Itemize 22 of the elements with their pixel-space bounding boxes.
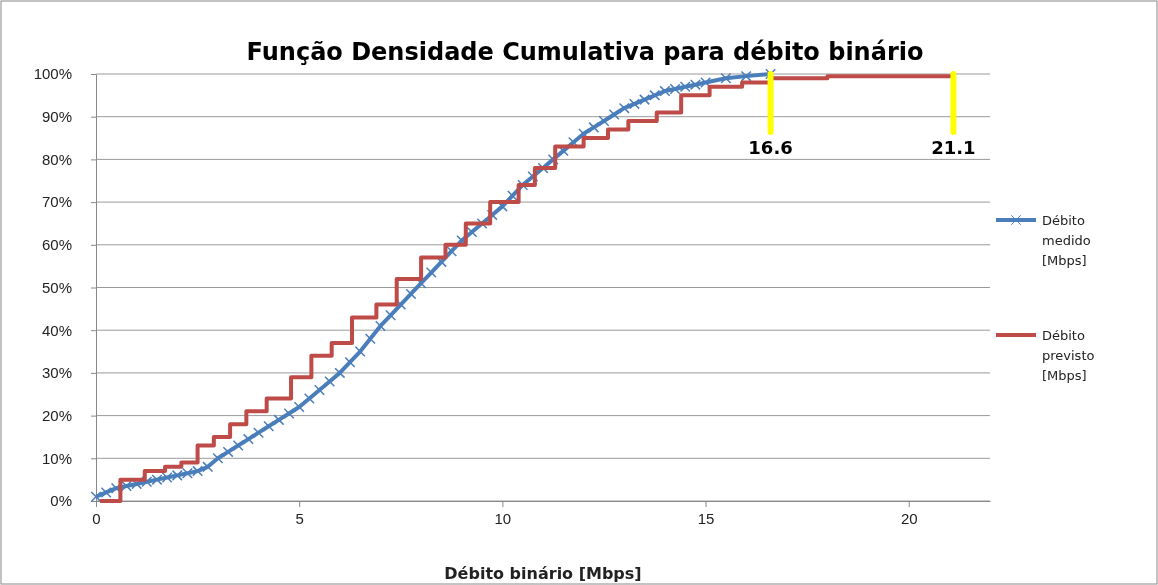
legend-label: Débito previsto [Mbps]	[1042, 328, 1095, 384]
y-tick-label: 90%	[41, 108, 72, 125]
x-tick-label: 15	[697, 509, 715, 527]
y-tick-label: 10%	[41, 449, 72, 467]
chart-title: Função Densidade Cumulativa para débito binário	[246, 38, 924, 66]
y-tick-label: 100%	[33, 65, 72, 83]
y-tick-label: 30%	[41, 364, 72, 382]
x-tick-label: 0	[92, 509, 101, 527]
annotation: 16.6	[748, 137, 793, 158]
y-tick-label: 0%	[50, 492, 72, 510]
annotation: 21.1	[931, 137, 976, 158]
y-tick-label: 80%	[41, 150, 72, 168]
y-tick-label: 70%	[41, 193, 72, 211]
x-tick-label: 10	[494, 509, 512, 527]
x-tick-label: 20	[900, 509, 918, 527]
y-tick-label: 20%	[41, 406, 72, 424]
y-tick-label: 50%	[41, 278, 72, 296]
x-tick-label: 5	[295, 509, 304, 527]
y-tick-label: 60%	[41, 236, 72, 254]
y-tick-label: 40%	[41, 321, 72, 339]
legend-label: Débito medido [Mbps]	[1042, 213, 1091, 269]
x-axis-title: Débito binário [Mbps]	[444, 564, 642, 583]
